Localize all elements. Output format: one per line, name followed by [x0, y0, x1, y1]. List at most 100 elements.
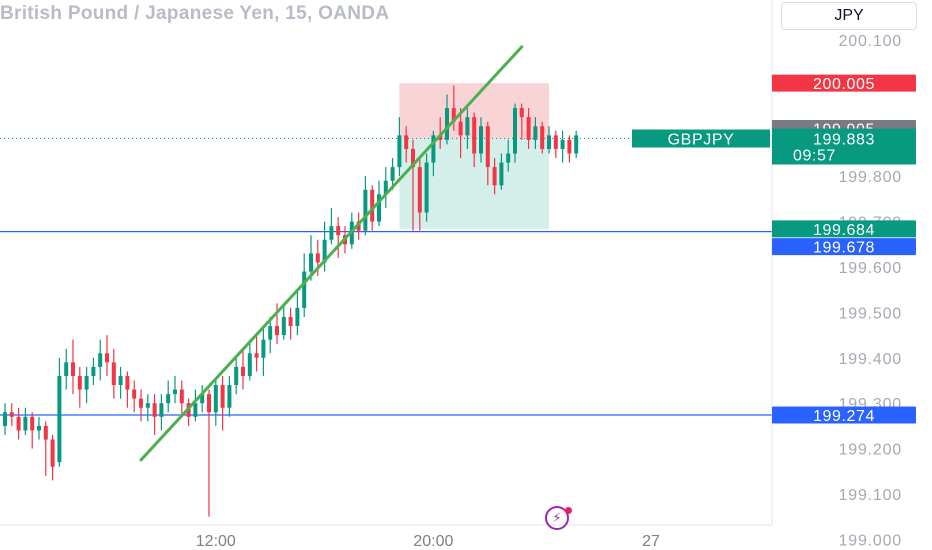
- candle: [567, 135, 572, 163]
- candle: [309, 235, 313, 281]
- candle: [98, 339, 103, 381]
- candle: [574, 130, 579, 159]
- candle: [458, 108, 463, 159]
- candle-body: [431, 135, 436, 163]
- candle-body: [220, 385, 225, 408]
- y-tick-label: 199.600: [839, 260, 902, 277]
- candle-body: [397, 135, 402, 168]
- chart-title: British Pound / Japanese Yen, 15, OANDA: [0, 3, 390, 24]
- candle: [275, 303, 279, 345]
- candle-body: [247, 353, 252, 376]
- candle: [50, 434, 55, 481]
- symbol-tag-text: GBPJPY: [668, 132, 735, 149]
- candle: [540, 121, 545, 154]
- candle: [9, 403, 14, 426]
- candle: [560, 130, 565, 163]
- candle-body: [315, 253, 320, 263]
- trendline: [139, 45, 524, 462]
- y-tick-label: 199.200: [839, 442, 902, 459]
- candle-body: [390, 167, 395, 181]
- candle-body: [574, 135, 579, 154]
- candle: [71, 339, 75, 395]
- candle: [57, 357, 62, 467]
- candle: [404, 126, 409, 163]
- candle: [247, 339, 252, 381]
- candle-body: [506, 153, 511, 163]
- candle-body: [472, 117, 477, 154]
- current-price-tag-bg: [772, 128, 916, 165]
- candle: [431, 130, 436, 177]
- candle-body: [16, 416, 21, 431]
- hline-lower-tag-text: 199.274: [813, 408, 875, 425]
- candle-body: [513, 108, 517, 154]
- candle-body: [479, 126, 483, 154]
- candle: [363, 176, 368, 236]
- y-tick-label: 199.800: [839, 169, 902, 186]
- candle: [472, 112, 477, 168]
- candle-body: [492, 167, 497, 186]
- stop-price-tag-bg: [772, 74, 916, 92]
- candle: [173, 375, 177, 404]
- candle-body: [424, 162, 429, 213]
- candle-body: [288, 316, 293, 327]
- candle: [91, 357, 96, 386]
- candle: [417, 158, 422, 231]
- candle-body: [64, 362, 69, 376]
- trendline-layer: [139, 45, 524, 462]
- candle-body: [43, 425, 48, 440]
- candle: [499, 153, 504, 190]
- candle-body: [295, 307, 300, 327]
- currency-button[interactable]: JPY: [781, 2, 917, 30]
- candle-body: [553, 135, 558, 149]
- candle: [390, 158, 395, 190]
- candle-body: [91, 366, 96, 376]
- candle-body: [118, 375, 123, 386]
- candle: [193, 389, 198, 422]
- candle-body: [519, 108, 524, 118]
- candle-body: [336, 226, 341, 236]
- candle-body: [485, 126, 490, 168]
- candle: [43, 421, 48, 476]
- candle: [492, 158, 497, 195]
- candle-body: [139, 398, 143, 408]
- candle-body: [302, 271, 307, 308]
- candle: [533, 117, 538, 149]
- candle-body: [166, 394, 171, 404]
- candle: [64, 348, 69, 390]
- candle-body: [111, 362, 116, 386]
- candle: [207, 389, 211, 517]
- y-tick-label: 199.500: [839, 305, 902, 322]
- candle-body: [9, 412, 14, 417]
- candle-body: [3, 412, 7, 426]
- candle-body: [383, 180, 388, 195]
- price-tags: 200.005199.905199.684199.678199.274GBPJP…: [632, 74, 916, 425]
- x-tick-label: 12:00: [196, 533, 236, 550]
- stop-price-tag-text: 200.005: [813, 76, 875, 93]
- hline-upper-tag: 199.678: [772, 238, 916, 257]
- target-price-tag-text: 199.684: [813, 222, 875, 239]
- target-price-tag: 199.684: [772, 220, 916, 239]
- candle-body: [458, 121, 463, 136]
- candle: [519, 103, 524, 140]
- hline-lower-tag: 199.274: [772, 406, 916, 425]
- candle-body: [309, 253, 313, 272]
- y-tick-label: 199.100: [839, 487, 902, 504]
- candle: [152, 394, 157, 435]
- candle: [547, 126, 551, 154]
- target-price-tag-bg: [772, 220, 916, 238]
- candle-body: [200, 394, 205, 404]
- candle: [3, 403, 7, 435]
- y-tick-label: 199.000: [839, 532, 902, 549]
- candle: [268, 316, 273, 354]
- candle-body: [370, 189, 375, 222]
- candle-body: [254, 353, 259, 358]
- candle: [77, 366, 82, 408]
- candle-body: [533, 126, 538, 140]
- candle: [336, 217, 341, 258]
- candle: [281, 303, 286, 340]
- candle: [23, 407, 28, 435]
- candle: [553, 130, 558, 159]
- candle: [438, 117, 443, 149]
- candle: [37, 416, 41, 440]
